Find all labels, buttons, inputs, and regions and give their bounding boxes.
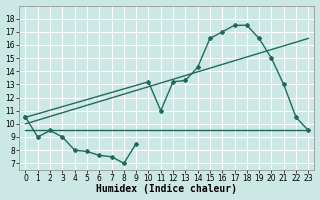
X-axis label: Humidex (Indice chaleur): Humidex (Indice chaleur) bbox=[96, 184, 237, 194]
